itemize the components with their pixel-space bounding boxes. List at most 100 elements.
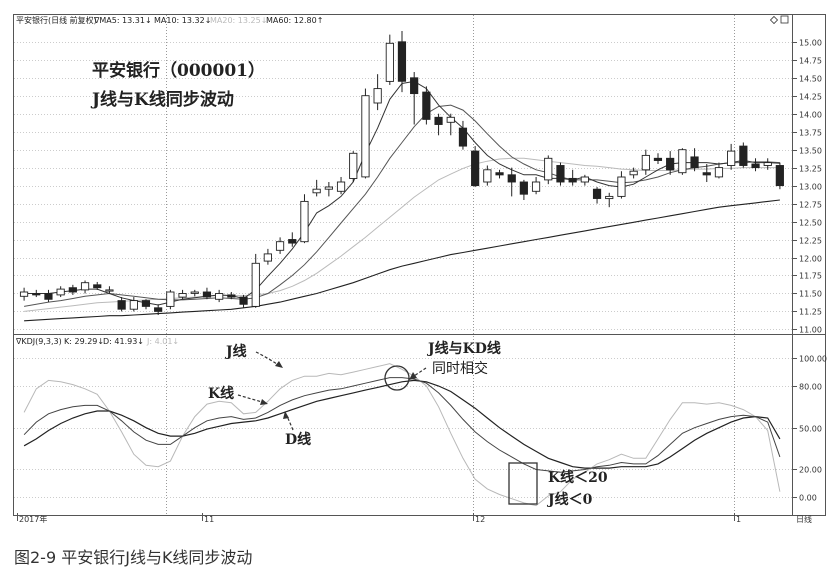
candle-body [702, 172, 711, 176]
price-tick-label: 13.75 [799, 129, 822, 138]
j-line-arrowhead [275, 361, 283, 368]
candle-body [397, 41, 407, 82]
candle-down [202, 287, 212, 300]
kdj-tick-label: 50.00 [799, 425, 822, 434]
candle-body [605, 195, 614, 200]
candle-up [678, 148, 687, 175]
price-tick-label: 12.00 [799, 255, 822, 264]
candle-body [129, 300, 138, 310]
candle-down [702, 164, 711, 183]
candle-down [288, 232, 297, 247]
k-line-label: K线 [208, 385, 234, 402]
ma20-line [24, 157, 780, 312]
candle-body [727, 150, 736, 166]
ma20-label: MA20: 13.25↓ [210, 16, 267, 25]
candle-body [275, 241, 285, 251]
j-value-label: J: 4.01↓ [146, 337, 179, 346]
candle-up [19, 287, 29, 301]
candle-up [178, 289, 187, 300]
candle-down [471, 146, 480, 188]
price-tick-label: 13.00 [799, 183, 822, 192]
candle-up [544, 155, 553, 185]
candle-body [666, 157, 675, 171]
candle-up [629, 167, 638, 179]
candle-down [458, 120, 468, 150]
candle-body [678, 149, 687, 174]
price-tick-label: 14.50 [799, 75, 822, 84]
kdj-annotations: J线 K线 D线 J线与KD线 同时相交 K线＜20 J线＜0 [208, 340, 608, 508]
candle-up [605, 192, 614, 208]
candle-body [507, 174, 516, 183]
kdj-lines [23, 363, 781, 507]
ma60-label: MA60: 12.80↑ [266, 16, 323, 25]
kdj-tick-label: 80.00 [799, 383, 822, 392]
candle-body [105, 289, 114, 292]
candle-body [458, 127, 468, 147]
period-label: 日线 [796, 514, 812, 524]
k-line-arrow [237, 394, 263, 403]
candle-body [117, 300, 126, 310]
kdj-name-label: ∇KDJ(9,3,3) [15, 337, 62, 346]
candlesticks [19, 31, 784, 316]
crossover-arrowhead [409, 372, 417, 380]
crossover-arrow [413, 367, 427, 377]
candle-body [336, 181, 346, 192]
candle-up [714, 162, 724, 179]
candle-up [263, 248, 272, 265]
candle-down [653, 153, 663, 165]
candle-up [385, 34, 394, 85]
price-tick-label: 15.00 [799, 39, 822, 48]
candle-body [714, 167, 724, 178]
candle-down [507, 167, 516, 197]
candle-down [556, 162, 565, 186]
candle-down [568, 169, 577, 186]
candle-body [227, 294, 236, 298]
kdj-gridlines [14, 358, 792, 498]
candle-body [312, 188, 321, 194]
candle-down [434, 113, 443, 136]
candle-body [641, 154, 650, 171]
kdj-y-axis: 0.00 20.00 50.00 80.00 100.00 [792, 355, 827, 503]
candle-down [68, 284, 77, 295]
price-tick-label: 12.75 [799, 201, 822, 210]
candle-body [446, 116, 455, 123]
candle-body [763, 162, 772, 166]
candle-down [495, 169, 504, 179]
candle-up [300, 194, 309, 244]
oversold-box [508, 462, 538, 505]
candle-up [251, 253, 260, 308]
candle-down [154, 304, 163, 316]
candle-body [263, 253, 272, 262]
price-tick-label: 12.25 [799, 237, 822, 246]
stock-name-label: 平安银行(日线 前复权) [16, 15, 97, 25]
candle-up [373, 74, 382, 111]
candle-up [349, 151, 358, 183]
candle-body [592, 188, 602, 199]
candle-down [239, 294, 248, 308]
candle-up [531, 176, 541, 195]
candle-down [141, 299, 151, 310]
moving-average-lines [24, 80, 780, 322]
candle-up [324, 182, 333, 197]
ma5-line [24, 80, 780, 306]
candle-body [288, 239, 297, 244]
price-panel-header: 平安银行(日线 前复权) ∇MA5: 13.31↓ MA10: 13.32↓ M… [16, 15, 789, 25]
candle-up [80, 280, 90, 294]
diamond-icon[interactable] [769, 15, 779, 25]
candle-down [410, 72, 419, 125]
price-tick-label: 11.50 [799, 290, 822, 299]
candle-up [641, 149, 650, 175]
window-icon[interactable] [780, 15, 789, 24]
candle-body [373, 88, 382, 104]
candle-down [117, 297, 126, 312]
oversold-j-condition: J线＜0 [546, 491, 593, 508]
price-tick-label: 13.50 [799, 147, 822, 156]
candle-up [190, 289, 199, 297]
candle-down [397, 31, 407, 93]
candle-body [434, 116, 443, 125]
candle-body [300, 200, 309, 243]
candle-body [32, 293, 41, 296]
candle-down [775, 162, 784, 190]
candle-down [227, 292, 236, 300]
candle-up [727, 143, 736, 170]
